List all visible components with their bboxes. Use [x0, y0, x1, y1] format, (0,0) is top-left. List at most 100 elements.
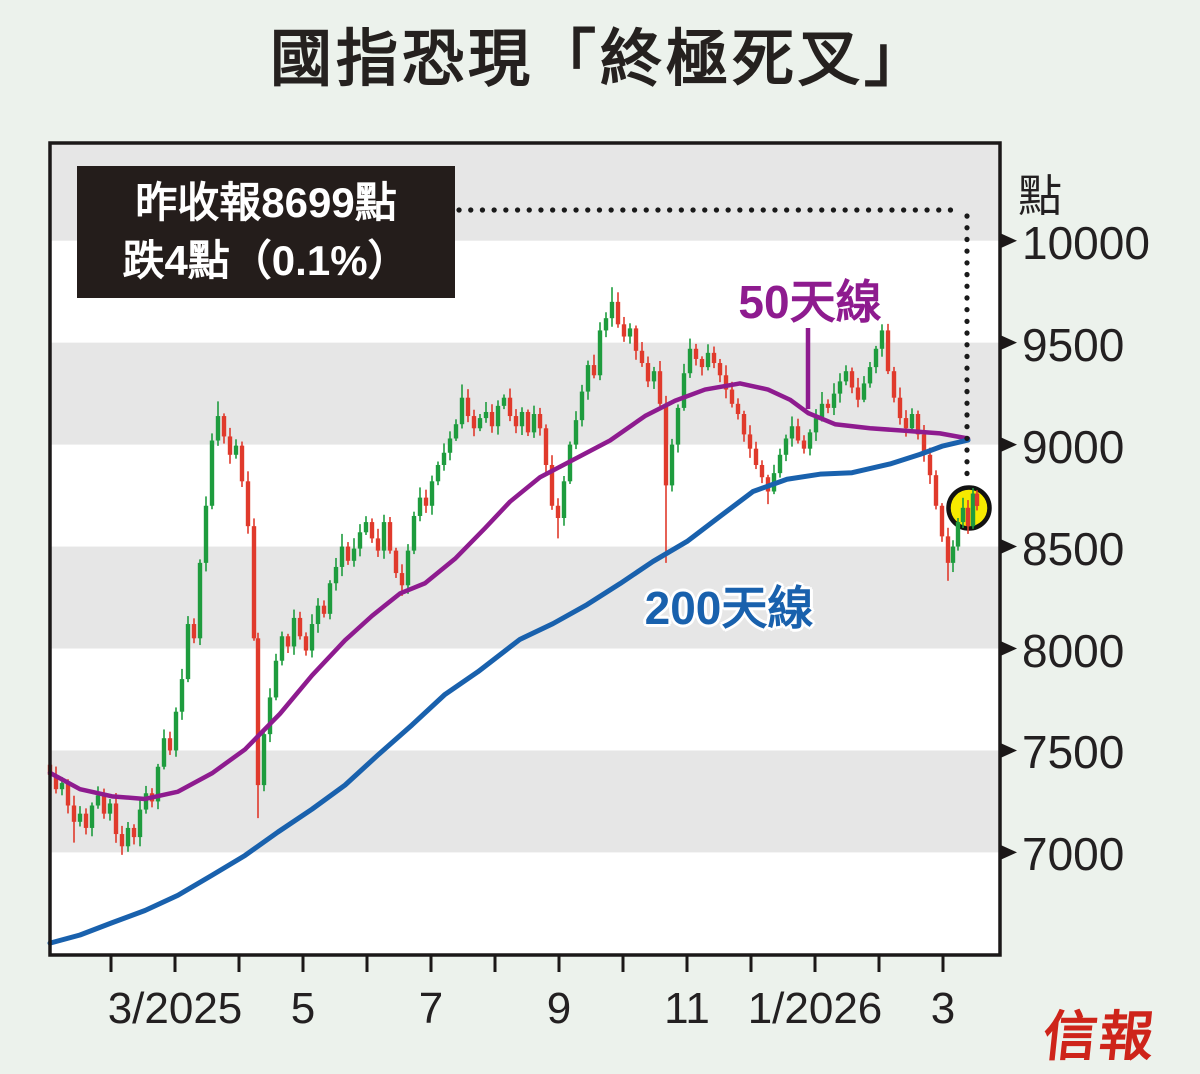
- candle-body: [723, 375, 729, 390]
- candle-body: [609, 301, 615, 319]
- candle-body: [59, 783, 65, 790]
- x-axis-tick-label: 11: [664, 984, 710, 1033]
- candle-body: [717, 363, 723, 376]
- candle-body: [351, 548, 357, 561]
- candle-body: [173, 711, 179, 751]
- candle-body: [843, 371, 849, 382]
- candle-body: [71, 805, 77, 822]
- candle-body: [960, 507, 966, 523]
- candle-body: [974, 493, 980, 506]
- candle-body: [429, 481, 435, 506]
- candle-body: [807, 432, 813, 449]
- candle-body: [387, 522, 393, 551]
- candle-body: [53, 774, 59, 790]
- candle-body: [489, 411, 495, 427]
- candle-body: [251, 526, 257, 639]
- candle-body: [783, 438, 789, 455]
- candle-body: [131, 827, 137, 838]
- candle-body: [759, 464, 765, 478]
- candle-body: [113, 803, 119, 835]
- candle-body: [375, 538, 381, 551]
- candle-body: [531, 414, 537, 433]
- candle-body: [675, 407, 681, 445]
- candle-body: [65, 783, 71, 806]
- candle-body: [891, 371, 897, 398]
- publisher-logo: 信報: [1040, 1007, 1159, 1067]
- candle-body: [699, 358, 705, 368]
- y-axis-tick-label: 10000: [1022, 216, 1150, 269]
- x-axis-tick-label: 3/2025: [107, 984, 243, 1033]
- candle-body: [681, 373, 687, 408]
- candle-body: [861, 383, 867, 400]
- candle-body: [125, 827, 131, 847]
- candle-body: [591, 365, 597, 376]
- y-axis-tick-label: 9500: [1022, 318, 1125, 371]
- candle-body: [813, 418, 819, 433]
- candle-body: [921, 434, 927, 455]
- candle-body: [327, 583, 333, 614]
- candle-body: [621, 324, 627, 337]
- candle-body: [143, 793, 149, 810]
- candle-body: [933, 475, 939, 506]
- candle-body: [399, 573, 405, 586]
- candle-body: [233, 445, 239, 455]
- candle-body: [303, 636, 309, 651]
- candle-body: [393, 550, 399, 574]
- y-tick-arrow: [1001, 233, 1017, 248]
- x-axis-tick-label: 3: [930, 984, 956, 1033]
- candle-body: [663, 403, 669, 486]
- candle-body: [555, 505, 561, 519]
- candle-body: [831, 393, 837, 408]
- candle-body: [179, 679, 185, 712]
- page-title: 國指恐現「終極死叉」: [269, 25, 930, 94]
- candle-body: [955, 522, 961, 547]
- candle-body: [819, 403, 825, 419]
- x-axis-tick-label: 7: [418, 984, 444, 1033]
- candle-body: [83, 813, 89, 828]
- candle-body: [203, 505, 209, 563]
- candle-body: [501, 397, 507, 406]
- candle-body: [939, 505, 945, 537]
- candle-body: [615, 301, 621, 325]
- candle-body: [267, 697, 273, 735]
- candle-body: [417, 497, 423, 516]
- candle-body: [585, 365, 591, 392]
- candle-body: [915, 414, 921, 435]
- candle-body: [167, 738, 173, 751]
- candle-body: [525, 411, 531, 433]
- candle-body: [279, 636, 285, 661]
- candle-body: [693, 348, 699, 359]
- candle-body: [435, 464, 441, 482]
- candle-body: [579, 391, 585, 421]
- candle-body: [639, 350, 645, 364]
- candle-body: [155, 766, 161, 802]
- candle-body: [239, 445, 245, 482]
- y-axis-tick-label: 8000: [1022, 624, 1125, 677]
- candle-body: [101, 795, 107, 814]
- grid-stripe: [50, 750, 1000, 853]
- candle-body: [447, 438, 453, 453]
- ma200-line: [47, 437, 971, 946]
- candle-body: [107, 803, 113, 814]
- candle-body: [855, 387, 861, 400]
- candle-body: [507, 397, 513, 417]
- candle-body: [777, 454, 783, 474]
- candle-body: [405, 550, 411, 586]
- candle-body: [161, 738, 167, 767]
- candle-body: [965, 507, 971, 527]
- candle-body: [849, 371, 855, 388]
- candle-body: [645, 363, 651, 382]
- last-close-line: 昨收報8699點: [135, 179, 397, 227]
- candle-body: [729, 389, 735, 404]
- candle-body: [197, 562, 203, 639]
- candle-body: [519, 411, 525, 427]
- candle-body: [89, 805, 95, 828]
- candle-body: [285, 636, 291, 647]
- candle-body: [245, 481, 251, 527]
- candle-body: [597, 330, 603, 376]
- candle-body: [795, 426, 801, 441]
- candle-body: [705, 352, 711, 368]
- candle-body: [495, 405, 501, 427]
- y-axis-tick-label: 9000: [1022, 420, 1125, 473]
- candle-body: [381, 522, 387, 551]
